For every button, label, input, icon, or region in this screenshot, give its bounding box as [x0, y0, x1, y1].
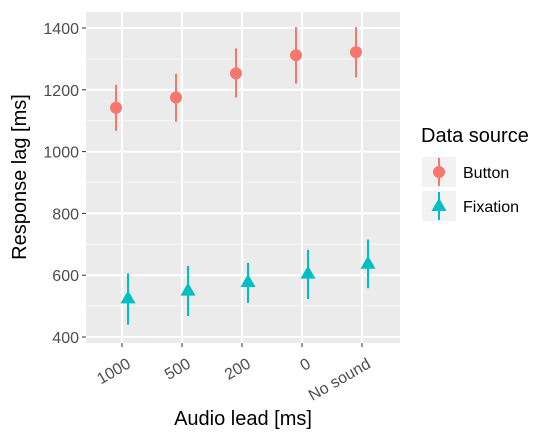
legend-key-button: Button: [422, 157, 509, 187]
legend-label: Fixation: [463, 199, 519, 216]
data-point: [360, 255, 376, 269]
data-point: [230, 67, 242, 80]
data-point: [120, 290, 136, 304]
data-point: [290, 49, 302, 62]
legend-key-fixation: Fixation: [422, 191, 519, 221]
y-tick-label: 400: [52, 330, 79, 347]
x-axis-title: Audio lead [ms]: [174, 408, 312, 430]
x-tick-label: 200: [222, 356, 254, 384]
x-tick-label: No sound: [306, 356, 374, 405]
data-point: [300, 265, 316, 279]
y-tick-label: 600: [52, 268, 79, 285]
y-axis-title: Response lag [ms]: [9, 94, 31, 260]
series-button: [110, 27, 362, 131]
data-point: [110, 101, 122, 114]
y-axis: 400 600 800 1000 1200 1400: [43, 21, 86, 347]
x-axis: 1000 500 200 0No sound: [94, 343, 374, 405]
legend-label: Button: [463, 165, 509, 182]
data-point: [350, 46, 362, 59]
data-point: [240, 273, 256, 287]
series-fixation: [120, 239, 376, 325]
x-tick-label: 500: [162, 356, 194, 384]
legend-title: Data source: [421, 125, 529, 147]
legend-key-marker: [433, 166, 445, 178]
y-tick-label: 800: [52, 206, 79, 223]
grid-major: [86, 12, 400, 343]
data-point: [170, 91, 182, 104]
data-marks: [110, 27, 376, 325]
legend-key-marker: [431, 198, 447, 211]
y-tick-label: 1000: [43, 145, 79, 162]
x-tick-label: 1000: [94, 356, 133, 389]
legend: Data source Button Fixation: [421, 125, 529, 221]
y-tick-label: 1200: [43, 83, 79, 100]
y-tick-label: 1400: [43, 21, 79, 38]
x-tick-label: 0: [297, 356, 313, 375]
data-point: [180, 282, 196, 296]
